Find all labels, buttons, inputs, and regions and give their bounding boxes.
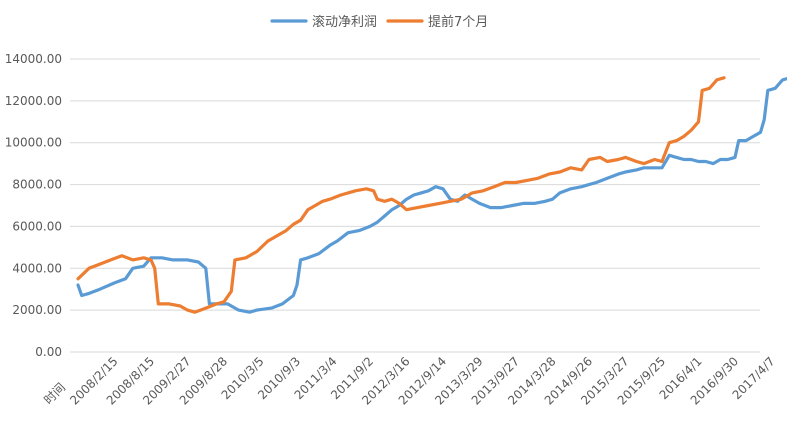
y-tick-label: 12000.00	[5, 94, 62, 108]
grid-lines	[70, 58, 760, 353]
y-tick-label: 6000.00	[12, 219, 62, 233]
legend-label: 提前7个月	[428, 14, 488, 30]
x-axis-title: 时间	[41, 380, 68, 407]
series-lines	[76, 76, 787, 314]
x-axis-tick-labels: 2008/2/152008/8/152009/2/272009/8/282010…	[67, 354, 777, 407]
y-tick-label: 0.00	[35, 345, 62, 359]
y-tick-label: 2000.00	[12, 303, 62, 317]
y-tick-label: 8000.00	[12, 178, 62, 192]
y-axis-tick-labels: 0.00 2000.00 4000.00 6000.00 8000.00 10000.00…	[5, 52, 62, 359]
series-line-2	[76, 76, 726, 314]
y-tick-label: 14000.00	[5, 52, 62, 66]
legend: 滚动净利润 提前7个月	[270, 14, 488, 30]
series-line-1	[76, 76, 787, 314]
legend-label: 滚动净利润	[312, 14, 377, 30]
y-tick-label: 4000.00	[12, 261, 62, 275]
y-tick-label: 10000.00	[5, 136, 62, 150]
